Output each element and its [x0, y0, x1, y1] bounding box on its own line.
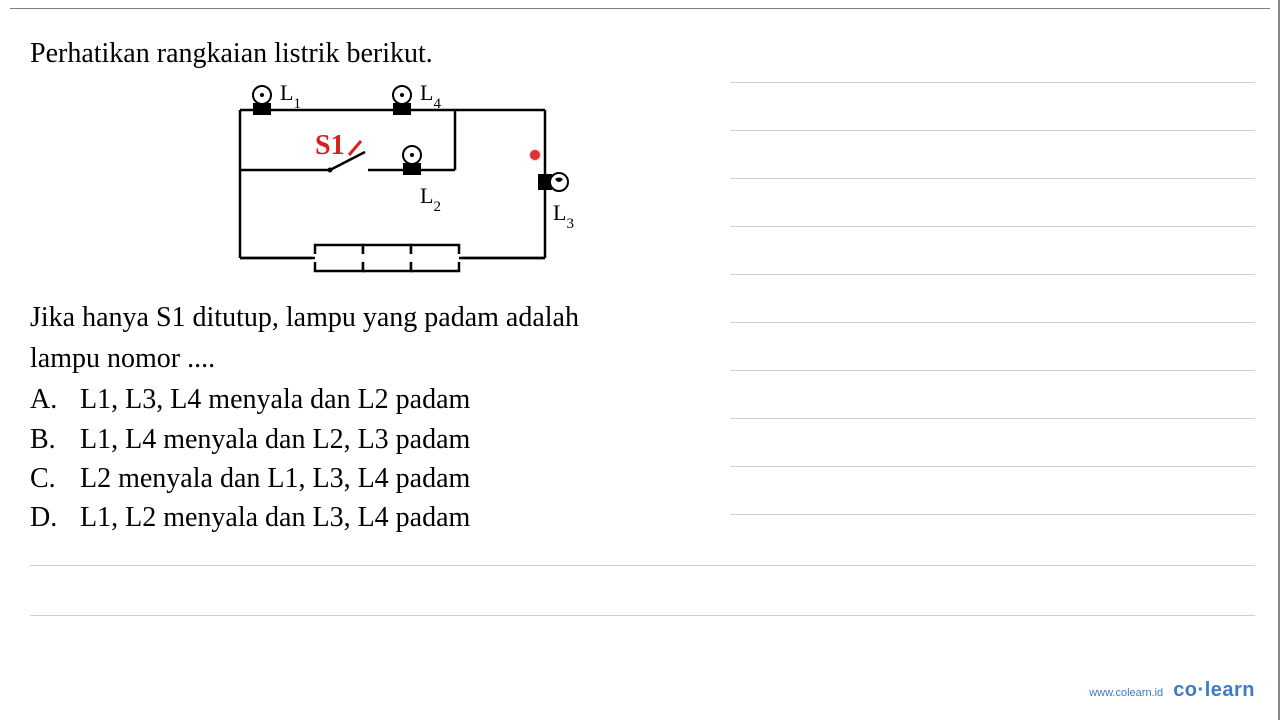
option-letter: B.: [30, 420, 80, 459]
option-letter: A.: [30, 380, 80, 419]
s1-slash-icon: [346, 137, 366, 159]
ruled-line: [730, 178, 1255, 179]
option-text: L1, L3, L4 menyala dan L2 padam: [80, 380, 470, 419]
bottom-ruled-line: [30, 565, 1255, 566]
ruled-line: [730, 370, 1255, 371]
option-letter: D.: [30, 498, 80, 537]
question-title: Perhatikan rangkaian listrik berikut.: [30, 38, 1250, 70]
ruled-line: [730, 82, 1255, 83]
ruled-line: [730, 130, 1255, 131]
ruled-line: [730, 418, 1255, 419]
footer-url: www.colearn.id: [1089, 687, 1163, 699]
ruled-line: [730, 322, 1255, 323]
svg-text:L4: L4: [420, 80, 441, 112]
s1-text: S1: [315, 130, 345, 161]
option-letter: C.: [30, 459, 80, 498]
circuit-svg: L1 L4 L2 L3: [200, 80, 740, 290]
ruled-lines-area: [730, 82, 1255, 562]
footer-brand: co·learn: [1173, 679, 1255, 702]
option-text: L1, L4 menyala dan L2, L3 padam: [80, 420, 470, 459]
ruled-line: [730, 226, 1255, 227]
ruled-line: [730, 274, 1255, 275]
svg-text:L3: L3: [553, 200, 574, 232]
option-text: L2 menyala dan L1, L3, L4 padam: [80, 459, 470, 498]
svg-text:L2: L2: [420, 183, 441, 215]
svg-text:L1: L1: [280, 80, 301, 112]
option-text: L1, L2 menyala dan L3, L4 padam: [80, 498, 470, 537]
pointer-dot: [530, 150, 540, 160]
ruled-line: [730, 514, 1255, 515]
footer: www.colearn.id co·learn: [1089, 679, 1255, 702]
ruled-line: [730, 466, 1255, 467]
s1-annotation: S1: [315, 130, 366, 162]
circuit-diagram: L1 L4 L2 L3 S1: [200, 80, 740, 290]
bottom-ruled-line: [30, 615, 1255, 616]
